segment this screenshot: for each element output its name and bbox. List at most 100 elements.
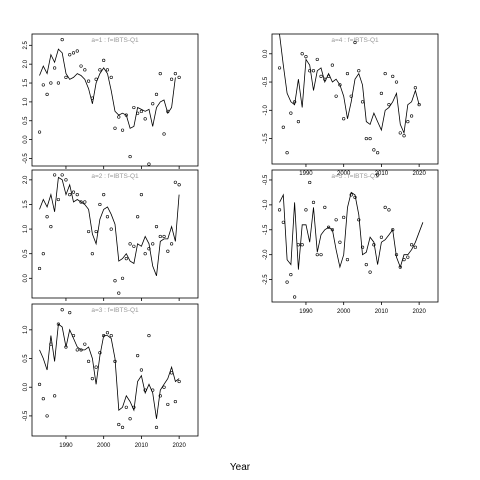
observation-point [173, 71, 177, 76]
observation-point [364, 263, 368, 267]
observation-point [68, 311, 72, 315]
observation-point [37, 382, 42, 386]
panel-a2: a=2 : f=IBTS-Q1 0.0 0.5 1.0 1.5 2.0 [23, 169, 199, 301]
observation-point [75, 49, 79, 53]
observation-point [120, 128, 125, 132]
observation-point [136, 354, 140, 358]
y-tick-label: 2.5 [23, 40, 29, 49]
observation-point [60, 173, 64, 177]
observation-point [154, 92, 159, 96]
observation-point [402, 258, 406, 262]
y-tick-label: 0.0 [23, 135, 29, 144]
observation-point [387, 103, 391, 107]
y-tick-label: -1.0 [263, 104, 269, 115]
observation-point [71, 51, 76, 55]
observation-point [105, 215, 110, 219]
observation-point [113, 279, 117, 283]
observation-point [281, 125, 285, 129]
y-tick-label: -1.0 [263, 199, 269, 210]
observation-point [158, 394, 162, 398]
observation-point [143, 117, 147, 121]
y-tick-label: -0.5 [263, 76, 269, 87]
observation-point [330, 228, 334, 232]
observation-point [169, 371, 174, 375]
observation-point [83, 342, 87, 346]
observation-point [154, 425, 159, 429]
observation-point [394, 253, 399, 257]
observation-point [147, 162, 151, 166]
observation-point [136, 215, 140, 219]
observation-point [86, 229, 91, 234]
observation-point [139, 109, 144, 113]
y-tick-label: -2.5 [263, 274, 269, 285]
fitted-line [39, 323, 180, 419]
y-tick-label: -1.5 [263, 133, 269, 144]
x-tick-label: 2020 [172, 443, 186, 449]
observation-point [120, 276, 125, 280]
x-tick-label: 1990 [59, 443, 73, 449]
observation-point [151, 388, 155, 392]
observation-point [357, 218, 361, 222]
observation-point [151, 242, 155, 246]
fitted-line [279, 33, 420, 135]
observation-point [68, 193, 72, 197]
observation-point [166, 249, 170, 253]
panel-a3: a=3 : f=IBTS-Q1 -0.5 0.0 0.5 1.0 1990 2000 2010… [23, 303, 199, 449]
observation-point [162, 132, 166, 136]
observation-point [117, 291, 121, 295]
panel-frame [271, 33, 439, 165]
observation-point [372, 148, 376, 152]
observation-point [417, 103, 421, 107]
observation-point [376, 151, 380, 155]
observation-point [300, 243, 304, 247]
observation-point [139, 193, 144, 197]
observation-point [154, 225, 159, 229]
observation-point [173, 399, 177, 404]
observation-point [102, 58, 106, 63]
observation-point [132, 105, 136, 110]
y-tick-label: 1.5 [23, 200, 29, 209]
observation-point [413, 245, 417, 249]
observation-point [102, 193, 106, 197]
observation-point [90, 252, 94, 256]
observation-point [117, 115, 121, 119]
panel-title: a=5 : f=IBTS-Q1 [331, 173, 379, 180]
x-tick-label: 2020 [412, 171, 426, 177]
observation-point [383, 71, 387, 76]
y-tick-label: -1.5 [263, 224, 269, 235]
observation-point [383, 205, 387, 209]
observation-point [319, 253, 323, 257]
panel-frame [31, 169, 199, 299]
observation-point [83, 200, 87, 204]
observation-point [37, 266, 42, 271]
x-tick-label: 1990 [299, 171, 313, 177]
observation-point [94, 77, 98, 81]
observation-point [64, 75, 68, 79]
observation-point [124, 257, 128, 261]
observation-point [49, 225, 53, 229]
y-tick-label: -0.5 [263, 174, 269, 185]
observation-point [45, 92, 49, 96]
observation-point [147, 247, 151, 251]
observation-point [158, 234, 162, 239]
observation-point [277, 66, 282, 70]
observation-point [102, 333, 106, 338]
observation-point [169, 77, 174, 81]
observation-point [53, 394, 57, 398]
observation-point [90, 96, 94, 100]
observation-point [169, 242, 174, 246]
observation-point [166, 402, 170, 407]
panel-a4: a=4 : f=IBTS-Q1 -1.5 -1.0 -0.5 0.0 1990 2000 20… [263, 33, 439, 177]
observation-point [338, 240, 342, 244]
panel-frame [31, 33, 199, 167]
observation-point [132, 244, 136, 248]
y-tick-label: 0.0 [23, 273, 29, 282]
observation-point [75, 193, 79, 197]
observation-point [53, 66, 57, 70]
observation-point [147, 333, 151, 338]
y-tick-label: -2.0 [263, 249, 269, 260]
observation-point [49, 342, 53, 346]
observation-point [353, 40, 357, 45]
x-tick-label: 1990 [299, 309, 313, 315]
observation-point [124, 113, 128, 117]
